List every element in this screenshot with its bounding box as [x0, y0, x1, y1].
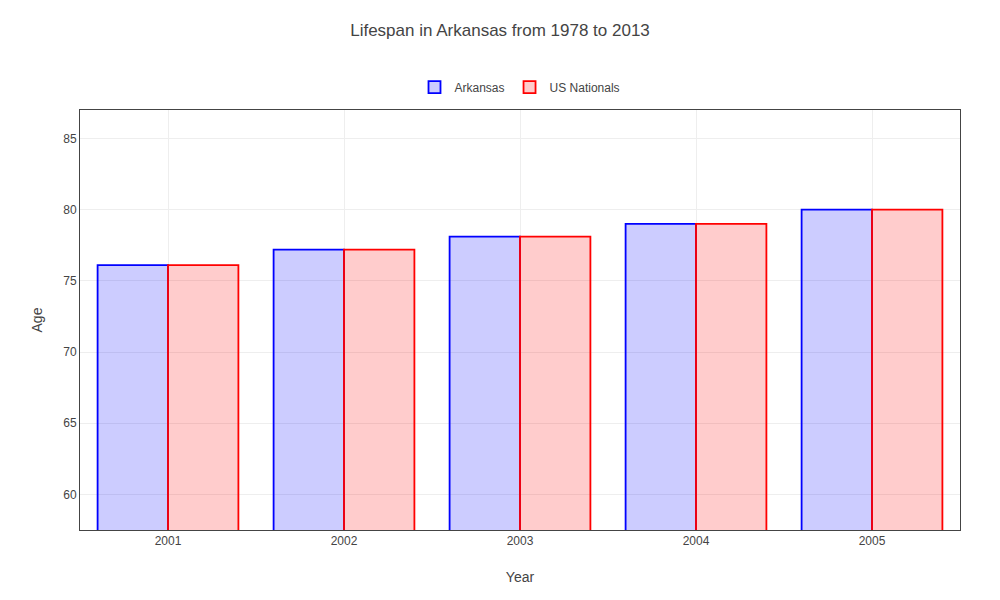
- svg-text:80: 80: [63, 203, 77, 217]
- svg-text:US Nationals: US Nationals: [550, 81, 620, 95]
- svg-text:65: 65: [63, 416, 77, 430]
- svg-text:2004: 2004: [683, 534, 710, 548]
- svg-text:70: 70: [63, 345, 77, 359]
- svg-text:75: 75: [63, 274, 77, 288]
- svg-text:2001: 2001: [155, 534, 182, 548]
- svg-text:Lifespan in Arkansas from 1978: Lifespan in Arkansas from 1978 to 2013: [350, 21, 650, 40]
- svg-text:85: 85: [63, 132, 77, 146]
- svg-text:Year: Year: [506, 569, 535, 585]
- svg-text:Arkansas: Arkansas: [455, 81, 505, 95]
- svg-text:60: 60: [63, 488, 77, 502]
- svg-text:2005: 2005: [859, 534, 886, 548]
- svg-text:2002: 2002: [331, 534, 358, 548]
- svg-text:2003: 2003: [507, 534, 534, 548]
- svg-text:Age: Age: [29, 307, 45, 332]
